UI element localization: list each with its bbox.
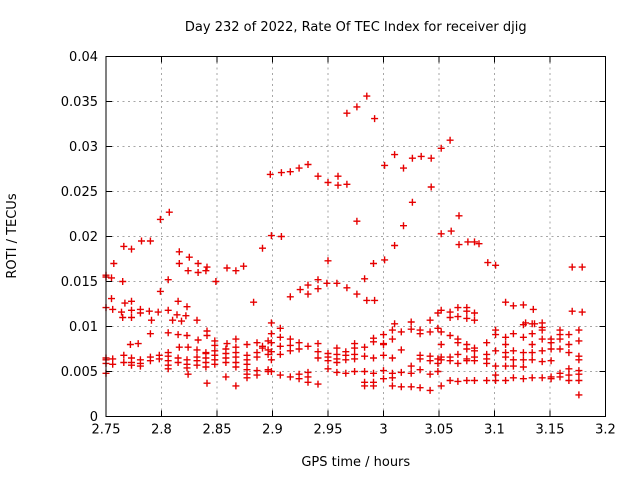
y-tick-label: 0.015 <box>61 275 98 290</box>
grid-lines <box>106 56 606 417</box>
y-tick-label: 0.035 <box>61 95 98 110</box>
x-tick-label: 3 <box>379 423 387 438</box>
y-tick-label: 0.02 <box>69 230 98 245</box>
x-tick-label: 3.2 <box>595 423 616 438</box>
x-tick-label: 2.9 <box>262 423 283 438</box>
data-point-markers <box>102 92 586 399</box>
tick-labels: 2.75 2.8 2.85 2.9 2.95 3 3.05 3.1 3.15 3.2 0 0.005 0… <box>61 50 616 438</box>
x-tick-label: 2.75 <box>92 423 121 438</box>
chart-title: Day 232 of 2022, Rate Of TEC Index for r… <box>185 20 527 35</box>
y-tick-label: 0.04 <box>69 50 98 65</box>
scatter-points <box>102 92 586 399</box>
x-tick-label: 3.15 <box>536 423 565 438</box>
y-tick-label: 0.03 <box>69 140 98 155</box>
x-axis-label: GPS time / hours <box>301 455 410 470</box>
x-tick-label: 2.8 <box>151 423 172 438</box>
y-tick-label: 0 <box>90 410 98 425</box>
x-tick-label: 3.05 <box>425 423 454 438</box>
x-tick-label: 2.95 <box>314 423 343 438</box>
x-tick-label: 2.85 <box>203 423 232 438</box>
y-tick-label: 0.005 <box>61 365 98 380</box>
y-tick-label: 0.01 <box>69 320 98 335</box>
y-axis-label: ROTI / TECUs <box>5 193 20 278</box>
x-tick-label: 3.1 <box>484 423 505 438</box>
plot-frame <box>105 56 606 417</box>
y-tick-label: 0.025 <box>61 185 98 200</box>
